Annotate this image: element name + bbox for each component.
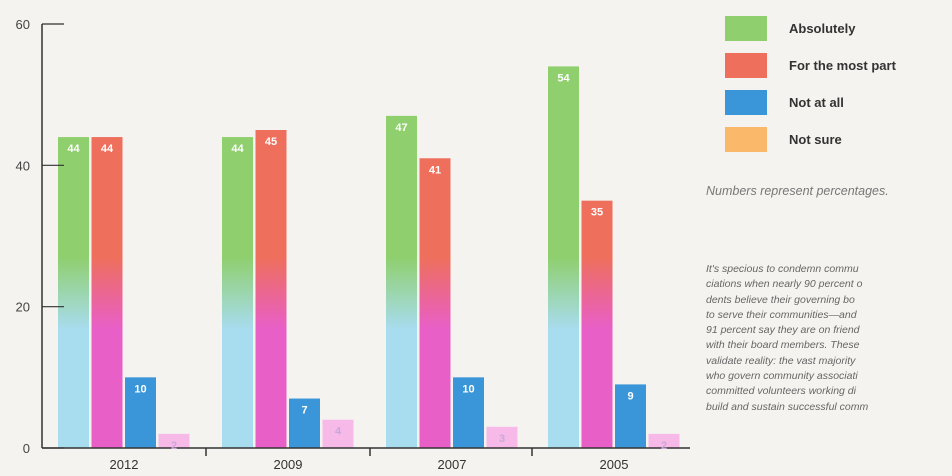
legend-item-not-at-all: Not at all (725, 90, 896, 115)
data-label: 44 (67, 143, 80, 155)
body-line: to serve their communities—and (706, 308, 857, 321)
bar-absolutely-2005 (548, 66, 579, 449)
body-line: dents believe their governing bo (706, 293, 855, 306)
body-line: with their board members. These (706, 339, 860, 352)
data-label: 47 (395, 122, 407, 134)
legend-label: For the most part (789, 58, 896, 73)
data-label: 44 (231, 143, 244, 155)
legend-label: Not sure (789, 132, 842, 147)
legend-swatch (725, 16, 767, 41)
body-line: who govern community associati (706, 370, 858, 383)
legend-label: Not at all (789, 95, 844, 110)
legend-swatch (725, 90, 767, 115)
bar-for-the-most-part-2012 (91, 137, 123, 449)
x-tick-label: 2012 (110, 457, 139, 472)
bar-chart: 44 44 10 2 2012 44 45 7 4 2009 47 41 10 3 2007 54 35 9 2 20… (16, 17, 690, 472)
x-tick-label: 2009 (274, 457, 303, 472)
body-line: validate reality: the vast majority (706, 354, 856, 367)
body-line: It's specious to condemn commu (706, 263, 859, 275)
bar-not-sure-2012 (158, 433, 190, 448)
data-label: 9 (627, 390, 633, 402)
data-label: 35 (591, 207, 603, 219)
bar-not-sure-2005 (648, 433, 680, 448)
bar-not-sure-2009 (322, 419, 354, 448)
data-label: 10 (134, 383, 146, 395)
data-label: 2 (171, 440, 177, 452)
body-paragraph: It's specious to condemn commu ciations … (706, 262, 952, 415)
data-label: 4 (335, 426, 342, 438)
data-label: 7 (301, 405, 307, 417)
data-label: 41 (429, 164, 441, 176)
legend-item-absolutely: Absolutely (725, 16, 896, 41)
bar-not-at-all-2009 (289, 398, 320, 448)
legend: Absolutely For the most part Not at all … (725, 16, 896, 164)
data-label: 54 (557, 72, 570, 84)
legend-item-not-sure: Not sure (725, 127, 896, 152)
bar-not-at-all-2012 (125, 377, 156, 448)
legend-swatch (725, 127, 767, 152)
body-line: build and sustain successful comm (706, 400, 869, 413)
y-tick-label: 60 (16, 17, 30, 32)
x-tick-label: 2005 (600, 457, 629, 472)
bar-for-the-most-part-2009 (255, 130, 287, 448)
data-label: 45 (265, 136, 277, 148)
percentages-note: Numbers represent percentages. (706, 184, 889, 198)
legend-label: Absolutely (789, 21, 856, 36)
data-label: 10 (462, 383, 474, 395)
axes-group (41, 23, 690, 456)
data-label: 44 (101, 143, 114, 155)
bars-group (58, 66, 680, 449)
y-tick-label: 0 (23, 441, 30, 456)
body-line: 91 percent say they are on friend (706, 324, 860, 337)
data-label: 3 (499, 433, 505, 445)
bar-not-sure-2007 (486, 426, 518, 448)
y-tick-label: 20 (16, 300, 30, 315)
legend-item-for-the-most-part: For the most part (725, 53, 896, 78)
bar-for-the-most-part-2005 (581, 200, 613, 448)
bar-not-at-all-2007 (453, 377, 484, 448)
body-line: ciations when nearly 90 percent o (706, 278, 863, 291)
labels-group: 44 44 10 2 2012 44 45 7 4 2009 47 41 10 3 2007 54 35 9 2 20… (16, 17, 668, 472)
body-line: committed volunteers working di (706, 385, 856, 398)
bar-absolutely-2012 (58, 137, 89, 449)
data-label: 2 (661, 440, 667, 452)
bar-for-the-most-part-2007 (419, 158, 451, 448)
bar-absolutely-2007 (386, 115, 417, 448)
y-tick-label: 40 (16, 158, 30, 173)
legend-swatch (725, 53, 767, 78)
bar-absolutely-2009 (222, 137, 253, 449)
x-tick-label: 2007 (438, 457, 467, 472)
bar-not-at-all-2005 (615, 384, 646, 448)
